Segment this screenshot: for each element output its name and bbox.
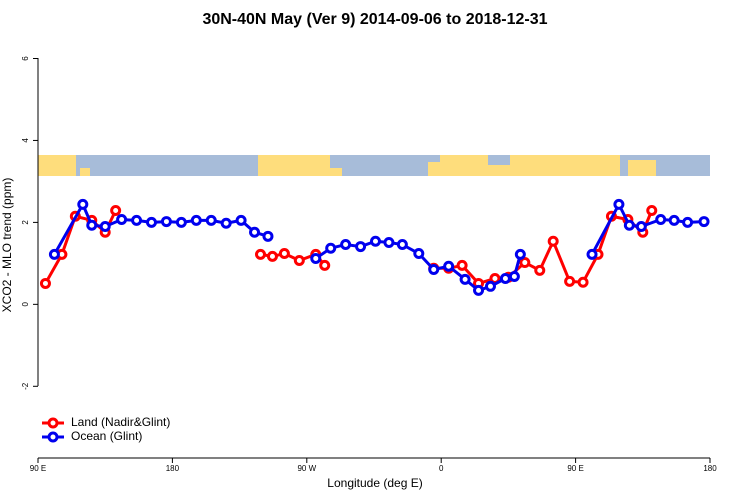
- y-tick-label: 4: [21, 138, 30, 143]
- y-tick-label: 6: [21, 56, 30, 61]
- data-point: [175, 216, 187, 228]
- data-point: [383, 236, 395, 248]
- data-point: [456, 259, 468, 271]
- data-point: [519, 257, 531, 269]
- data-point: [131, 214, 143, 226]
- y-tick-label: 2: [21, 220, 30, 225]
- series-line: [433, 209, 654, 286]
- data-point: [508, 270, 520, 282]
- data-point: [340, 239, 352, 251]
- data-point: [668, 214, 680, 226]
- x-tick-label: 90 E: [30, 464, 46, 473]
- data-point: [547, 235, 559, 247]
- data-point: [249, 226, 261, 238]
- data-point: [635, 220, 647, 232]
- data-point: [99, 220, 111, 232]
- legend-label: Ocean (Glint): [71, 429, 142, 443]
- data-point: [396, 239, 408, 251]
- data-point: [586, 248, 598, 260]
- data-point: [205, 214, 217, 226]
- data-point: [116, 214, 128, 226]
- data-point: [484, 280, 496, 292]
- data-point: [39, 277, 51, 289]
- data-point: [190, 214, 202, 226]
- data-point: [325, 242, 337, 254]
- x-tick-label: 90 W: [297, 464, 316, 473]
- data-point: [355, 241, 367, 253]
- x-tick-label: 180: [166, 464, 180, 473]
- legend-label: Land (Nadir&Glint): [71, 415, 170, 429]
- data-point: [646, 205, 658, 217]
- data-point: [255, 248, 267, 260]
- y-tick-label: 0: [21, 302, 30, 307]
- data-point: [534, 264, 546, 276]
- data-point: [655, 214, 667, 226]
- data-point: [499, 273, 511, 285]
- x-tick-label: 0: [439, 464, 444, 473]
- data-point: [48, 248, 60, 260]
- data-point: [266, 250, 278, 262]
- data-point: [682, 216, 694, 228]
- data-point: [145, 216, 157, 228]
- data-point: [86, 219, 98, 231]
- data-point: [293, 254, 305, 266]
- series-line: [314, 239, 522, 293]
- data-point: [577, 276, 589, 288]
- data-point: [310, 252, 322, 264]
- data-point: [413, 248, 425, 260]
- data-point: [514, 248, 526, 260]
- series-line: [53, 200, 269, 256]
- data-point: [369, 235, 381, 247]
- data-point: [428, 264, 440, 276]
- map-strip: [38, 155, 710, 176]
- x-tick-label: 180: [703, 464, 717, 473]
- legend-marker: [47, 417, 59, 429]
- data-point: [77, 198, 89, 210]
- data-point: [235, 214, 247, 226]
- data-point: [262, 230, 274, 242]
- data-point: [110, 205, 122, 217]
- data-point: [698, 216, 710, 228]
- data-point: [564, 275, 576, 287]
- x-tick-label: 90 E: [567, 464, 583, 473]
- data-point: [473, 284, 485, 296]
- data-point: [459, 273, 471, 285]
- chart-title: 30N-40N May (Ver 9) 2014-09-06 to 2018-1…: [202, 11, 547, 28]
- data-point: [613, 198, 625, 210]
- y-axis-label: XCO2 - MLO trend (ppm): [0, 178, 14, 313]
- legend-marker: [47, 431, 59, 443]
- data-point: [278, 248, 290, 260]
- data-point: [443, 260, 455, 272]
- data-point: [160, 216, 172, 228]
- data-point: [220, 217, 232, 229]
- data-point: [623, 219, 635, 231]
- y-tick-label: -2: [21, 382, 30, 390]
- x-axis-label: Longitude (deg E): [327, 476, 422, 490]
- data-point: [319, 259, 331, 271]
